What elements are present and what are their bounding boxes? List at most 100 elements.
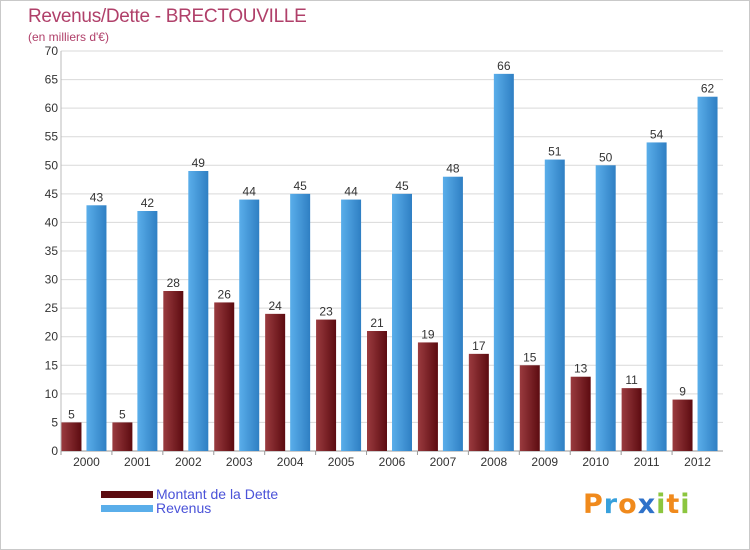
data-labels: 5 43 5 42 28 49 26 44 24 45 23 44 21 45 19 48 17 66 15 51 13…: [68, 59, 714, 422]
data-label-revenue-2007: 48: [446, 162, 460, 176]
bar-revenue-2004: [290, 193, 311, 451]
data-label-revenue-2001: 42: [141, 196, 155, 210]
legend-swatch-debt: [101, 491, 153, 498]
bar-revenue-2010: [595, 165, 616, 452]
x-tick-label-2008: 2008: [480, 455, 507, 469]
logo-letter: i: [656, 489, 667, 520]
x-tick-label-2004: 2004: [277, 455, 304, 469]
data-label-debt-2000: 5: [68, 407, 75, 421]
data-label-debt-2005: 23: [319, 305, 333, 319]
bar-revenue-2007: [442, 176, 463, 451]
bar-revenue-2005: [341, 199, 362, 451]
data-label-debt-2008: 17: [472, 339, 486, 353]
bar-revenue-2001: [137, 211, 158, 451]
data-label-revenue-2010: 50: [599, 150, 613, 164]
data-label-debt-2011: 11: [625, 373, 638, 387]
x-tick-label-2000: 2000: [73, 455, 100, 469]
logo-letter: x: [637, 489, 657, 520]
data-label-debt-2001: 5: [119, 407, 126, 421]
bar-revenue-2012: [697, 96, 718, 451]
bar-debt-2003: [214, 302, 235, 451]
logo-letter: t: [666, 489, 681, 520]
bar-debt-2004: [265, 313, 286, 451]
bar-debt-2007: [417, 342, 438, 451]
y-tick-label-20: 20: [45, 330, 59, 344]
data-label-debt-2004: 24: [268, 299, 282, 313]
data-label-revenue-2011: 54: [650, 127, 664, 141]
bar-debt-2008: [468, 353, 489, 451]
y-tick-label-35: 35: [45, 244, 59, 258]
bar-revenue-2008: [493, 73, 514, 451]
y-tick-label-30: 30: [45, 273, 59, 287]
y-tick-label-25: 25: [45, 301, 59, 315]
proxiti-logo: Proxiti: [583, 489, 691, 520]
y-tick-label-10: 10: [45, 387, 59, 401]
data-label-revenue-2008: 66: [497, 59, 511, 73]
data-label-revenue-2002: 49: [192, 156, 206, 170]
x-tick-label-2001: 2001: [124, 455, 151, 469]
legend-label-debt: Montant de la Dette: [156, 486, 279, 502]
x-tick-label-2003: 2003: [226, 455, 253, 469]
x-tick-label-2010: 2010: [582, 455, 609, 469]
bar-debt-2009: [519, 365, 540, 451]
y-axis-ticks: 0 5 10 15 20 25 30 35 40 45 50 55 60 65 70: [45, 44, 59, 458]
x-tick-label-2007: 2007: [430, 455, 457, 469]
logo-letter: o: [618, 489, 638, 520]
bar-debt-2005: [316, 319, 337, 451]
y-tick-label-0: 0: [51, 444, 58, 458]
data-label-revenue-2000: 43: [90, 190, 104, 204]
data-label-revenue-2004: 45: [293, 179, 307, 193]
bars: [61, 73, 718, 452]
bar-revenue-2003: [239, 199, 260, 451]
y-tick-label-40: 40: [45, 215, 59, 229]
y-tick-label-5: 5: [51, 415, 58, 429]
data-label-debt-2003: 26: [218, 287, 232, 301]
y-tick-label-70: 70: [45, 44, 59, 58]
bar-revenue-2000: [86, 205, 107, 451]
bar-revenue-2006: [392, 193, 412, 451]
x-axis-ticks: 2000 2001 2002 2003 2004 2005 2006 2007 2008 2009…: [60, 451, 711, 469]
x-tick-label-2012: 2012: [684, 455, 711, 469]
bar-revenue-2009: [544, 159, 565, 452]
y-tick-label-55: 55: [45, 130, 59, 144]
bar-revenue-2002: [188, 171, 209, 451]
data-label-debt-2006: 21: [370, 316, 384, 330]
chart-title: Revenus/Dette - BRECTOUVILLE: [28, 6, 307, 27]
x-tick-label-2002: 2002: [175, 455, 202, 469]
y-tick-label-45: 45: [45, 187, 59, 201]
data-label-revenue-2005: 44: [344, 185, 358, 199]
data-label-revenue-2003: 44: [243, 185, 257, 199]
data-label-debt-2009: 15: [523, 350, 537, 364]
x-tick-label-2011: 2011: [634, 455, 660, 469]
data-label-revenue-2012: 62: [701, 82, 715, 96]
bar-revenue-2011: [646, 142, 667, 451]
data-label-revenue-2009: 51: [548, 145, 562, 159]
bar-debt-2006: [367, 331, 387, 451]
bar-debt-2002: [163, 291, 184, 451]
x-tick-label-2005: 2005: [328, 455, 355, 469]
bar-debt-2000: [61, 422, 82, 451]
logo-letter: i: [680, 489, 691, 520]
data-label-debt-2007: 19: [421, 327, 435, 341]
chart-subtitle: (en milliers d'€): [28, 30, 109, 44]
x-tick-label-2006: 2006: [379, 455, 406, 469]
data-label-debt-2010: 13: [574, 362, 588, 376]
y-tick-label-50: 50: [45, 158, 59, 172]
y-tick-label-60: 60: [45, 101, 59, 115]
x-tick-label-2009: 2009: [531, 455, 558, 469]
data-label-debt-2012: 9: [679, 385, 686, 399]
bar-debt-2012: [672, 399, 693, 451]
data-label-revenue-2006: 45: [395, 179, 409, 193]
bar-debt-2011: [621, 388, 642, 451]
y-tick-label-65: 65: [45, 73, 59, 87]
bar-debt-2001: [112, 422, 133, 451]
logo-letter: r: [603, 489, 619, 520]
y-tick-label-15: 15: [45, 358, 59, 372]
data-label-debt-2002: 28: [167, 276, 181, 290]
legend-label-revenue: Revenus: [156, 500, 212, 516]
bar-debt-2010: [570, 376, 591, 451]
legend-swatch-revenue: [101, 505, 153, 512]
logo-letter: P: [583, 489, 604, 520]
